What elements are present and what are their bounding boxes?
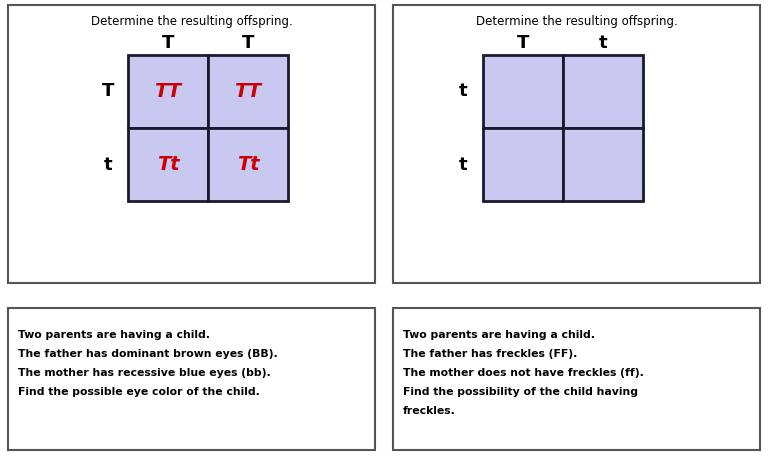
Text: Find the possible eye color of the child.: Find the possible eye color of the child… <box>18 387 260 397</box>
Text: Find the possibility of the child having: Find the possibility of the child having <box>403 387 638 397</box>
Text: TT: TT <box>234 82 261 101</box>
Text: t: t <box>104 155 112 174</box>
Text: Tt: Tt <box>237 155 260 174</box>
Text: The mother does not have freckles (ff).: The mother does not have freckles (ff). <box>403 368 644 378</box>
Bar <box>208 128 288 201</box>
Text: T: T <box>102 83 114 101</box>
Text: t: t <box>599 34 607 52</box>
Bar <box>483 128 563 201</box>
Text: freckles.: freckles. <box>403 406 456 416</box>
Bar <box>563 128 643 201</box>
Text: Tt: Tt <box>157 155 179 174</box>
Bar <box>208 55 288 128</box>
Bar <box>8 308 375 450</box>
Bar <box>128 128 208 201</box>
Bar <box>393 5 760 283</box>
Text: Two parents are having a child.: Two parents are having a child. <box>403 330 595 340</box>
Text: TT: TT <box>154 82 181 101</box>
Text: T: T <box>162 34 174 52</box>
Text: Determine the resulting offspring.: Determine the resulting offspring. <box>91 15 293 27</box>
Bar <box>128 55 208 128</box>
Text: The mother has recessive blue eyes (bb).: The mother has recessive blue eyes (bb). <box>18 368 271 378</box>
Text: T: T <box>517 34 529 52</box>
Text: t: t <box>458 83 467 101</box>
Bar <box>483 55 563 128</box>
Text: Two parents are having a child.: Two parents are having a child. <box>18 330 210 340</box>
Bar <box>8 5 375 283</box>
Text: The father has freckles (FF).: The father has freckles (FF). <box>403 349 578 359</box>
Text: T: T <box>242 34 254 52</box>
Bar <box>563 55 643 128</box>
Text: Determine the resulting offspring.: Determine the resulting offspring. <box>475 15 677 27</box>
Text: The father has dominant brown eyes (BB).: The father has dominant brown eyes (BB). <box>18 349 278 359</box>
Bar <box>393 308 760 450</box>
Text: t: t <box>458 155 467 174</box>
